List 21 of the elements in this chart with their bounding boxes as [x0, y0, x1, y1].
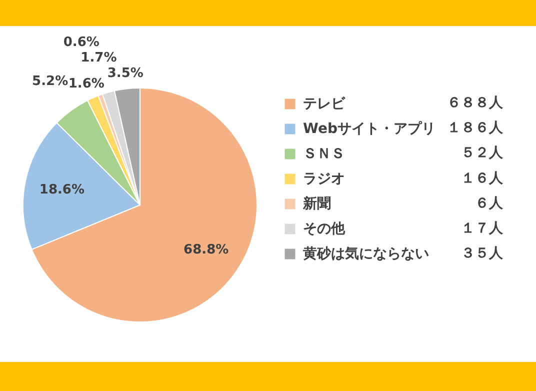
legend-label: 黄砂は気にならない	[302, 246, 429, 262]
data-label: 1.6%	[68, 76, 104, 92]
data-label: 18.6%	[39, 182, 84, 198]
data-label: 1.7%	[80, 50, 117, 66]
text: １８６人	[447, 120, 504, 136]
text: ６人	[475, 195, 504, 212]
legend-label: 新聞	[302, 195, 331, 212]
legend-label: テレビ	[303, 96, 346, 112]
text: １７人	[461, 220, 504, 236]
legend-label: Webサイト・アプリ	[303, 120, 436, 137]
text: ６８８人	[447, 95, 504, 111]
data-label: 0.6%	[63, 35, 100, 50]
data-label: 5.2%	[32, 74, 68, 90]
legend-label: ＳＮＳ	[303, 146, 345, 162]
legend-label: ラジオ	[303, 171, 345, 187]
text: ３５人	[461, 246, 504, 262]
data-label: 68.8%	[184, 242, 229, 258]
data-label: 3.5%	[107, 66, 144, 81]
text: １６人	[461, 170, 504, 186]
text: ５２人	[461, 145, 504, 162]
legend-label: その他	[303, 221, 346, 237]
